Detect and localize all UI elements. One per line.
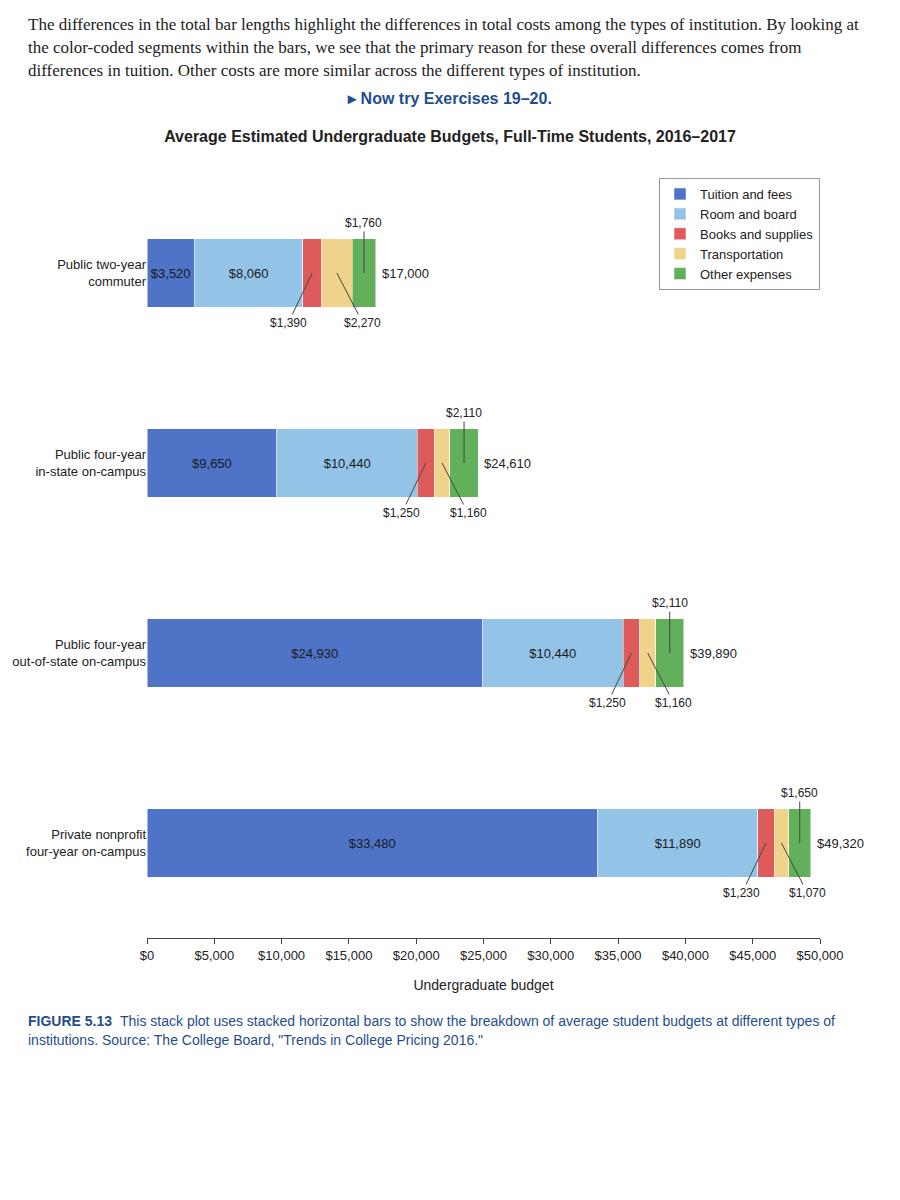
svg-text:$33,480: $33,480 xyxy=(349,835,396,850)
svg-text:$39,890: $39,890 xyxy=(690,646,737,661)
svg-text:$35,000: $35,000 xyxy=(595,947,642,962)
svg-text:Public two-yearcommuter: Public two-yearcommuter xyxy=(57,257,147,289)
svg-text:$1,250: $1,250 xyxy=(589,696,626,710)
svg-text:$1,160: $1,160 xyxy=(655,696,692,710)
html-text:This stack plot uses stacked h: This stack plot uses stacked horizontal … xyxy=(28,1012,835,1048)
svg-text:Public four-yearin-state on-ca: Public four-yearin-state on-campus xyxy=(35,447,146,479)
svg-text:$50,000: $50,000 xyxy=(797,947,844,962)
svg-text:$15,000: $15,000 xyxy=(325,947,372,962)
svg-text:$17,000: $17,000 xyxy=(382,266,429,281)
html-text:▸ Now try Exercises 19–20.: ▸ Now try Exercises 19–20. xyxy=(348,89,552,107)
svg-text:$8,060: $8,060 xyxy=(229,265,269,280)
svg-text:$2,110: $2,110 xyxy=(652,596,688,610)
svg-text:$10,440: $10,440 xyxy=(529,645,576,660)
svg-text:Private nonprofitfour-year on-: Private nonprofitfour-year on-campus xyxy=(26,827,146,859)
svg-text:Transportation: Transportation xyxy=(700,247,783,262)
svg-text:$2,270: $2,270 xyxy=(344,316,381,330)
svg-text:$5,000: $5,000 xyxy=(194,947,234,962)
svg-text:$1,760: $1,760 xyxy=(345,216,382,230)
svg-text:$45,000: $45,000 xyxy=(729,947,776,962)
svg-text:$10,000: $10,000 xyxy=(258,947,305,962)
svg-text:Books and supplies: Books and supplies xyxy=(700,227,813,242)
svg-text:$1,390: $1,390 xyxy=(270,316,307,330)
svg-text:$1,250: $1,250 xyxy=(383,506,420,520)
html-text:The differences in the total b: The differences in the total bar lengths… xyxy=(28,15,859,80)
svg-text:Room and board: Room and board xyxy=(700,207,797,222)
html-text:FIGURE 5.13: FIGURE 5.13 xyxy=(28,1012,112,1029)
svg-text:$1,230: $1,230 xyxy=(723,886,760,900)
svg-text:$24,930: $24,930 xyxy=(291,645,338,660)
svg-text:Undergraduate budget: Undergraduate budget xyxy=(413,977,553,993)
svg-text:$49,320: $49,320 xyxy=(817,836,864,851)
svg-text:Average Estimated Undergraduat: Average Estimated Undergraduate Budgets,… xyxy=(164,128,736,145)
svg-text:Other expenses: Other expenses xyxy=(700,266,792,281)
svg-text:$25,000: $25,000 xyxy=(460,947,507,962)
svg-text:$24,610: $24,610 xyxy=(484,456,531,471)
svg-text:$9,650: $9,650 xyxy=(192,455,232,470)
svg-text:$1,070: $1,070 xyxy=(789,886,826,900)
svg-text:Tuition and fees: Tuition and fees xyxy=(700,187,793,202)
svg-text:$10,440: $10,440 xyxy=(324,455,371,470)
svg-text:$3,520: $3,520 xyxy=(151,265,191,280)
svg-text:$20,000: $20,000 xyxy=(393,947,440,962)
svg-text:$1,650: $1,650 xyxy=(781,786,818,800)
svg-text:$11,890: $11,890 xyxy=(655,835,701,850)
svg-text:Public four-yearout-of-state o: Public four-yearout-of-state on-campus xyxy=(12,637,146,669)
svg-text:$0: $0 xyxy=(140,947,154,962)
svg-text:$30,000: $30,000 xyxy=(527,947,574,962)
svg-text:$40,000: $40,000 xyxy=(662,947,709,962)
svg-text:$1,160: $1,160 xyxy=(450,506,487,520)
svg-text:$2,110: $2,110 xyxy=(446,406,482,420)
